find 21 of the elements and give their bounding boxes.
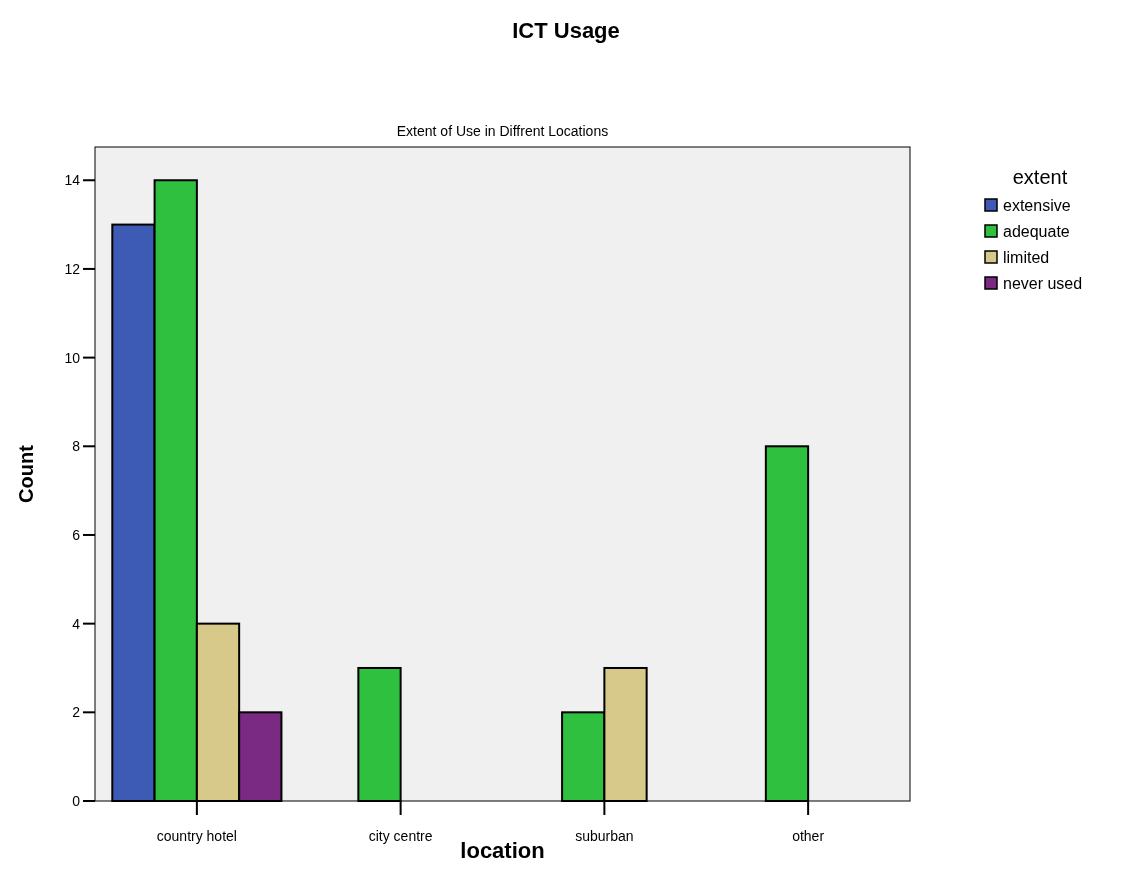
y-tick-label: 12 bbox=[64, 260, 81, 277]
x-axis-title: location bbox=[460, 838, 545, 863]
y-tick-label: 0 bbox=[72, 792, 81, 809]
x-tick-label: suburban bbox=[575, 828, 634, 844]
x-tick-label: country hotel bbox=[156, 828, 237, 844]
legend-label: never used bbox=[1003, 274, 1083, 292]
y-tick-label: 2 bbox=[72, 704, 81, 721]
legend-title: extent bbox=[1012, 166, 1068, 188]
x-tick-label: city centre bbox=[368, 828, 433, 844]
chart-title: ICT Usage bbox=[512, 18, 620, 43]
legend-label: extensive bbox=[1003, 196, 1071, 214]
legend-label: limited bbox=[1003, 248, 1050, 266]
legend-label: adequate bbox=[1003, 222, 1070, 240]
y-tick-label: 10 bbox=[64, 349, 81, 366]
y-tick-label: 8 bbox=[72, 438, 81, 455]
x-tick-label: other bbox=[792, 828, 825, 844]
y-axis-title: Count bbox=[15, 444, 37, 503]
chart-subtitle: Extent of Use in Diffrent Locations bbox=[396, 123, 609, 139]
y-tick-label: 6 bbox=[72, 526, 81, 543]
y-tick-label: 14 bbox=[64, 172, 81, 189]
y-tick-label: 4 bbox=[72, 615, 81, 632]
